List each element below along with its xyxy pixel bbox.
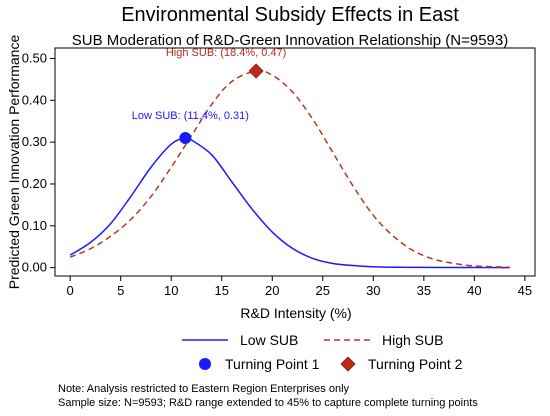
y-tick-label: 0.20 [22, 176, 47, 191]
series-line-high-sub [69, 69, 510, 268]
y-tick-label: 0.40 [22, 92, 47, 107]
turning-point-2-label: High SUB: (18.4%, 0.47) [166, 47, 286, 59]
turning-points-layer: Low SUB: (11.4%, 0.31) High SUB: (18.4%, … [132, 47, 286, 144]
x-tick-label: 25 [316, 283, 330, 298]
y-tick-label: 0.30 [22, 134, 47, 149]
turning-point-1-label: Low SUB: (11.4%, 0.31) [132, 110, 249, 122]
legend-marker-turning-point-2 [340, 356, 356, 372]
x-tick-label: 10 [164, 283, 178, 298]
chart-subtitle: SUB Moderation of R&D-Green Innovation R… [72, 32, 508, 49]
y-axis-label: Predicted Green Innovation Performance [6, 35, 22, 290]
y-tick-label: 0.00 [22, 260, 47, 275]
legend-label-high-sub: High SUB [382, 332, 443, 348]
x-tick-label: 0 [67, 283, 74, 298]
y-tick-label: 0.10 [22, 218, 47, 233]
series-line-low-sub [69, 136, 510, 269]
chart-title: Environmental Subsidy Effects in East [121, 4, 459, 26]
y-tick-label: 0.50 [22, 50, 47, 65]
x-tick-label: 35 [417, 283, 431, 298]
turning-point-2-marker [248, 63, 264, 79]
legend-label-turning-point-2: Turning Point 2 [368, 356, 463, 372]
note-line-2: Sample size: N=9593; R&D range extended … [58, 397, 478, 409]
turning-point-1-marker [179, 131, 192, 144]
x-tick-label: 5 [117, 283, 124, 298]
legend-label-low-sub: Low SUB [240, 332, 298, 348]
legend-label-turning-point-1: Turning Point 1 [225, 356, 320, 372]
note-line-1: Note: Analysis restricted to Eastern Reg… [58, 383, 350, 395]
legend-marker-turning-point-1 [199, 358, 211, 370]
legend: Low SUB High SUB Turning Point 1 Turning… [182, 332, 463, 372]
x-tick-label: 30 [366, 283, 380, 298]
x-tick-label: 45 [518, 283, 532, 298]
x-axis-label: R&D Intensity (%) [240, 305, 351, 321]
plot-area: 0 5 10 15 20 25 30 35 40 45 0.00 0.10 0.20 0.30 0.40 0.… [22, 47, 536, 298]
plot-frame [54, 47, 536, 277]
x-tick-label: 20 [265, 283, 279, 298]
axes: 0 5 10 15 20 25 30 35 40 45 0.00 0.10 0.20 0.30 0.40 0.… [22, 47, 536, 298]
series-layer [69, 69, 510, 269]
x-tick-label: 15 [215, 283, 229, 298]
x-tick-label: 40 [467, 283, 481, 298]
